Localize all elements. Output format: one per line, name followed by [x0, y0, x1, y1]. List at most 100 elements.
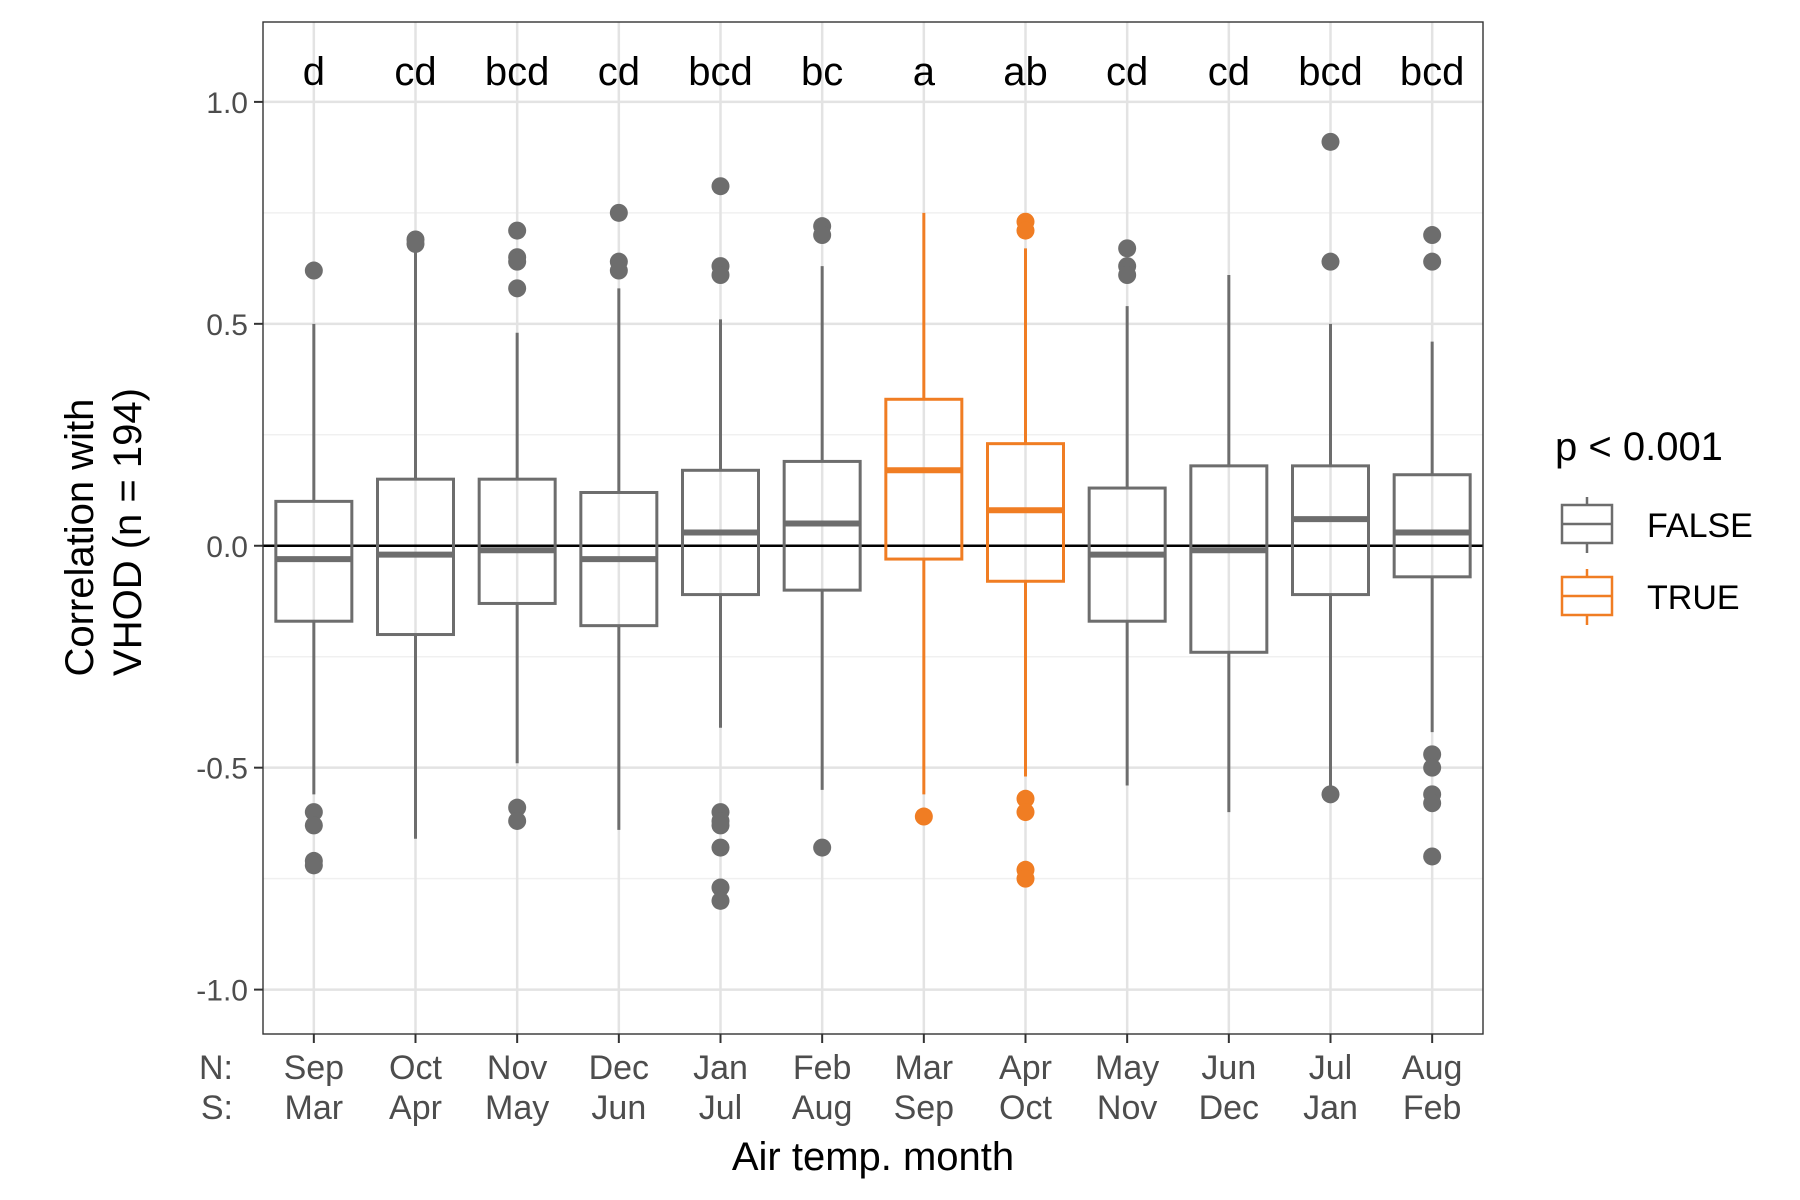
box-aug [1392, 226, 1472, 866]
significance-letter: cd [394, 50, 436, 94]
significance-letter: bcd [1400, 50, 1465, 94]
x-tick-label-north: Mar [895, 1049, 954, 1087]
legend: p < 0.001 FALSE TRUE [1555, 425, 1753, 625]
x-tick-label-north: Apr [999, 1049, 1052, 1087]
significance-letter: cd [1208, 50, 1250, 94]
significance-letter: cd [598, 50, 640, 94]
box-mar [884, 212, 964, 826]
x-tick-label-north: Jul [1309, 1049, 1352, 1087]
outlier-point [304, 261, 323, 280]
outlier-point [304, 816, 323, 835]
x-tick-label-south: Jul [699, 1089, 742, 1127]
outlier-point [711, 891, 730, 910]
legend-label-true: TRUE [1647, 579, 1740, 617]
legend-key-true [1560, 569, 1614, 625]
hemisphere-label-south: S: [201, 1089, 233, 1127]
outlier-point [1423, 794, 1442, 813]
box-jul [1291, 132, 1370, 804]
outlier-point [508, 252, 527, 271]
x-tick-label-north: May [1095, 1049, 1159, 1087]
legend-title: p < 0.001 [1555, 425, 1723, 469]
box-sep [274, 261, 354, 875]
significance-letter: a [913, 50, 936, 94]
outlier-point [711, 177, 730, 196]
x-tick-label-south: Apr [389, 1089, 442, 1127]
significance-letters: d cd bcd cd bcd bc a ab cd cd bcd bcd [303, 50, 1465, 94]
plot-panel-border [262, 21, 1484, 1035]
y-tick-label: -0.5 [196, 753, 248, 786]
y-axis: -1.0 -0.5 0.0 0.5 1.0 [196, 87, 263, 1008]
hemisphere-label-north: N: [199, 1049, 233, 1087]
outlier-point [1118, 239, 1137, 258]
x-tick-label-south: May [485, 1089, 549, 1127]
x-tick-label-north: Dec [589, 1049, 649, 1087]
x-axis-title: Air temp. month [732, 1135, 1014, 1179]
outlier-point [1016, 869, 1035, 888]
x-tick-label-north: Feb [793, 1049, 852, 1087]
outlier-point [1321, 132, 1340, 151]
gridlines [263, 22, 1483, 1034]
box-oct [376, 230, 455, 839]
outlier-point [1016, 789, 1035, 808]
outlier-point [1016, 803, 1035, 822]
outlier-point [711, 878, 730, 897]
outlier-point [914, 807, 933, 826]
significance-letter: bcd [688, 50, 753, 94]
y-tick-label: 0.5 [206, 309, 248, 342]
legend-label-false: FALSE [1647, 507, 1753, 545]
outlier-point [1118, 266, 1137, 284]
significance-letter: d [303, 50, 325, 94]
outlier-point [711, 838, 730, 857]
outlier-point [813, 226, 832, 245]
x-tick-label-north: Aug [1402, 1049, 1463, 1087]
outlier-point [1423, 745, 1442, 764]
box-jan [681, 177, 760, 910]
y-tick-label: -1.0 [196, 975, 248, 1008]
plot-panel-background [263, 22, 1483, 1034]
iqr-box [1189, 464, 1269, 654]
outlier-point [1423, 226, 1442, 245]
outlier-point [1423, 847, 1442, 866]
box-nov [477, 221, 557, 830]
outlier-point [1423, 758, 1442, 777]
y-axis-title-line-2: VHOD (n = 194) [106, 388, 150, 676]
significance-letter: ab [1003, 50, 1048, 94]
outlier-point [304, 856, 323, 875]
iqr-box [884, 397, 964, 561]
x-tick-label-south: Jan [1303, 1089, 1358, 1127]
significance-letter: bc [801, 50, 843, 94]
box-dec [579, 203, 659, 830]
x-tick-label-south: Feb [1403, 1089, 1462, 1127]
outlier-point [1321, 785, 1340, 804]
x-tick-label-south: Oct [999, 1089, 1052, 1127]
outlier-point [508, 279, 527, 298]
outlier-point [508, 811, 527, 830]
box-apr [986, 212, 1065, 888]
x-tick-label-south: Jun [591, 1089, 646, 1127]
significance-letter: bcd [1298, 50, 1363, 94]
iqr-box [1291, 464, 1370, 597]
x-tick-label-south: Aug [792, 1089, 853, 1127]
x-tick-label-north: Sep [284, 1049, 345, 1087]
x-tick-label-north: Jan [693, 1049, 748, 1087]
outlier-point [1423, 252, 1442, 271]
outlier-point [304, 803, 323, 822]
outlier-point [609, 203, 628, 222]
significance-letter: cd [1106, 50, 1148, 94]
outlier-point [1016, 221, 1035, 240]
x-tick-label-north: Nov [487, 1049, 547, 1087]
box-jun [1189, 275, 1269, 813]
outlier-point [609, 261, 628, 280]
outlier-point [1321, 252, 1340, 271]
iqr-box [477, 477, 557, 605]
significance-letter: bcd [485, 50, 550, 94]
x-tick-label-south: Mar [285, 1089, 344, 1127]
box-may [1087, 239, 1167, 786]
legend-key-false [1560, 497, 1614, 553]
outlier-point [711, 266, 730, 284]
y-axis-title-line-1: Correlation with [58, 399, 102, 677]
box-feb [782, 217, 862, 857]
outlier-point [711, 816, 730, 835]
boxes [274, 132, 1472, 910]
